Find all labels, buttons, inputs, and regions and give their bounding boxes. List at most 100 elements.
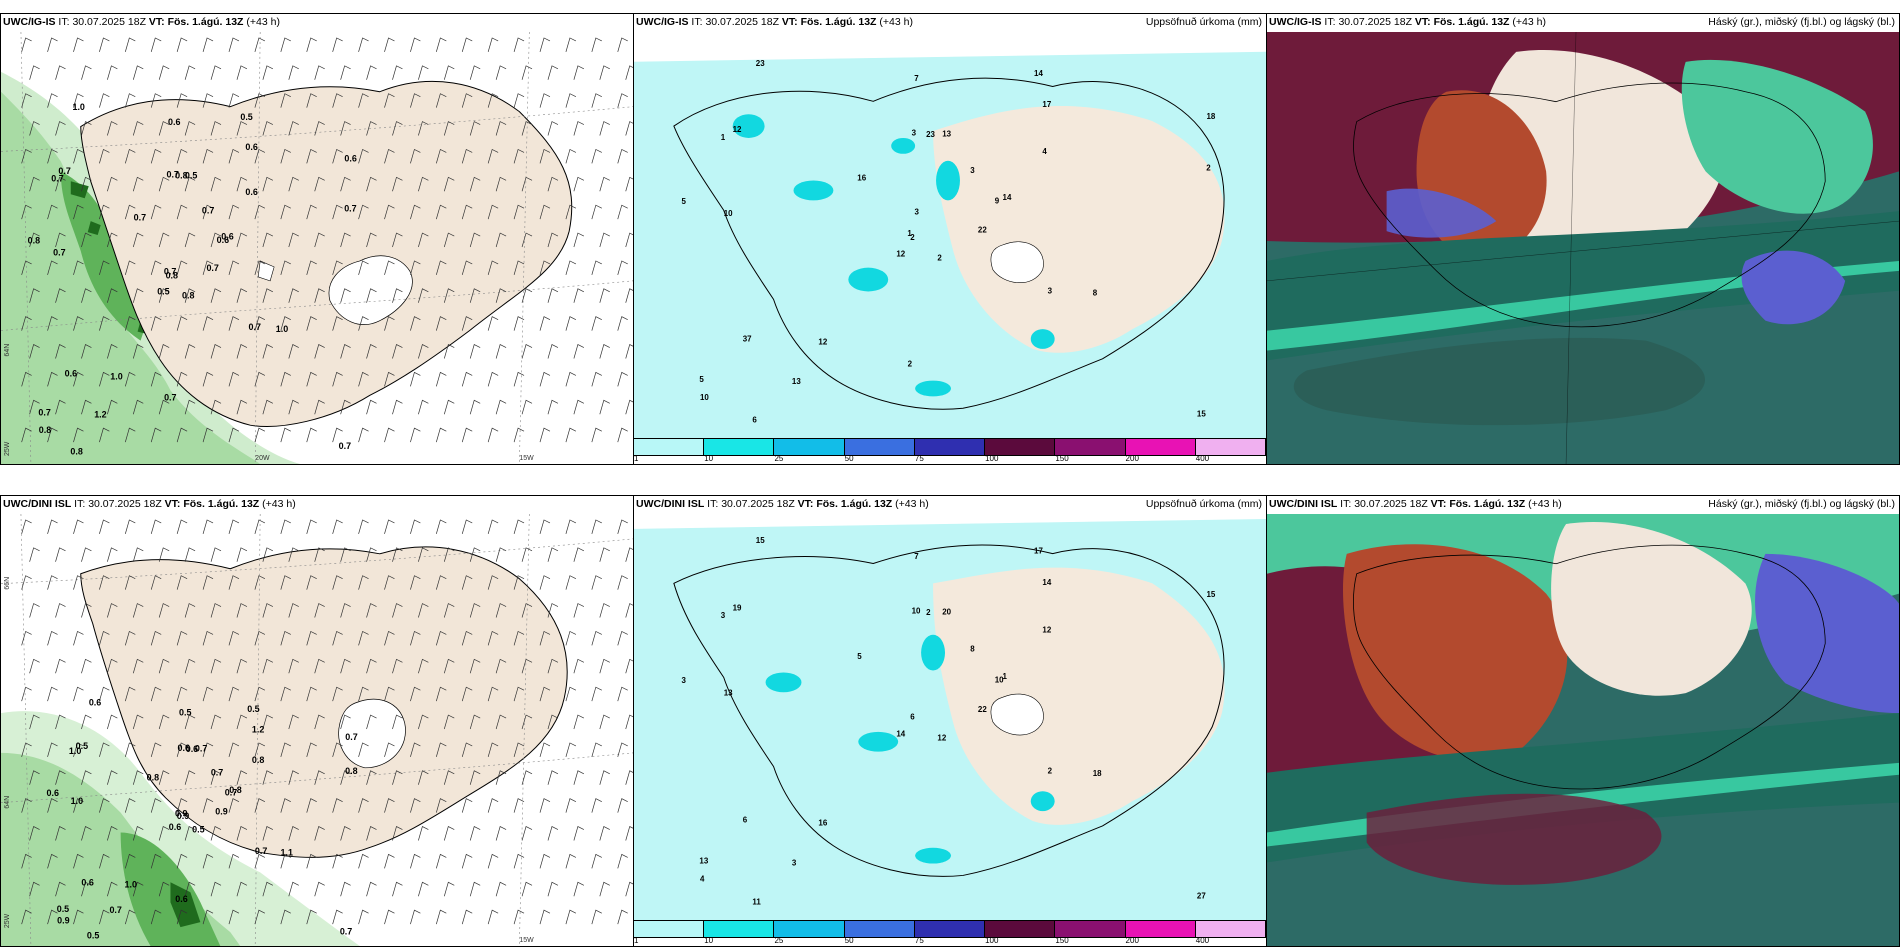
wind-barb bbox=[573, 121, 585, 136]
wind-barb bbox=[202, 630, 214, 646]
wind-speed-label: 1.0 bbox=[69, 746, 81, 756]
wind-speed-label: 0.8 bbox=[147, 772, 159, 782]
wind-barb bbox=[99, 686, 110, 702]
wind-speed-label: 0.7 bbox=[344, 203, 356, 213]
precip-value-label: 11 bbox=[752, 898, 761, 907]
wind-barb bbox=[202, 686, 214, 702]
wind-barb bbox=[469, 658, 481, 674]
wind-barb bbox=[418, 65, 429, 80]
wind-barb bbox=[280, 371, 291, 387]
wind-barb bbox=[202, 93, 214, 108]
wind-barb bbox=[21, 686, 32, 702]
wind-barb bbox=[591, 37, 602, 53]
wind-barb bbox=[392, 603, 403, 618]
wind-barb bbox=[236, 547, 248, 562]
wind-barb bbox=[487, 93, 499, 108]
wind-barb bbox=[332, 316, 343, 331]
wind-barb bbox=[513, 204, 525, 220]
colorbar-swatch bbox=[1125, 921, 1196, 937]
wind-barb bbox=[591, 371, 602, 387]
wind-barb bbox=[202, 204, 214, 220]
wind-barb bbox=[99, 742, 110, 757]
lat-label: 64N bbox=[4, 344, 11, 357]
wind-barb bbox=[29, 714, 40, 730]
wind-barb bbox=[29, 399, 40, 415]
wind-barb bbox=[625, 714, 633, 730]
wind-barb bbox=[469, 65, 481, 80]
wind-barb bbox=[366, 232, 377, 248]
wind-barb bbox=[236, 344, 248, 359]
panel-header: UWC/IG-IS IT: 30.07.2025 18Z VT: Fös. 1.… bbox=[3, 16, 280, 28]
wind-barb bbox=[443, 770, 455, 785]
colorbar-swatch bbox=[634, 439, 705, 455]
wind-speed-label: 0.7 bbox=[345, 732, 357, 742]
wind-barb bbox=[29, 232, 40, 248]
precip-value-label: 17 bbox=[1034, 547, 1043, 556]
wind-barb bbox=[487, 742, 499, 757]
wind-barb bbox=[132, 399, 144, 415]
precip-value-label: 6 bbox=[752, 416, 757, 425]
wind-barb bbox=[81, 603, 92, 618]
wind-barb bbox=[158, 714, 170, 730]
wind-barb bbox=[573, 547, 585, 562]
precip-value-label: 3 bbox=[681, 676, 686, 685]
wind-barb bbox=[314, 826, 325, 841]
wind-barb bbox=[124, 204, 136, 220]
wind-barb bbox=[591, 148, 602, 164]
wind-barb bbox=[332, 853, 343, 869]
wind-barb bbox=[418, 288, 429, 303]
wind-barb bbox=[436, 575, 447, 590]
wind-barb bbox=[99, 575, 110, 590]
wind-barb bbox=[332, 427, 343, 443]
wind-barb bbox=[418, 547, 429, 562]
wind-barb bbox=[384, 798, 395, 813]
wind-barb bbox=[124, 93, 136, 108]
wind-barb bbox=[384, 686, 395, 702]
wind-barb bbox=[487, 630, 499, 646]
wind-barb bbox=[150, 371, 162, 387]
wind-barb bbox=[176, 909, 188, 925]
wind-barb bbox=[99, 909, 110, 925]
wind-barb bbox=[410, 909, 421, 925]
wind-barb bbox=[591, 204, 602, 220]
wind-barb bbox=[625, 344, 633, 359]
wind-barb bbox=[461, 630, 473, 646]
wind-barb bbox=[202, 316, 214, 331]
wind-barb bbox=[469, 288, 481, 303]
wind-barb bbox=[99, 519, 110, 535]
precip-value-label: 8 bbox=[1093, 289, 1098, 298]
wind-speed-label: 0.8 bbox=[39, 425, 51, 435]
lon-label: 20W bbox=[255, 455, 270, 462]
wind-barb bbox=[340, 65, 351, 80]
wind-barb bbox=[81, 881, 92, 897]
cloud-map bbox=[1267, 32, 1899, 464]
wind-barb bbox=[73, 148, 84, 164]
wind-barb bbox=[73, 371, 84, 387]
wind-barb bbox=[158, 288, 170, 303]
wind-barb bbox=[228, 519, 240, 535]
wind-barb bbox=[599, 344, 610, 359]
precip-value-label: 12 bbox=[818, 338, 827, 347]
wind-barb bbox=[410, 519, 421, 535]
wind-barb bbox=[55, 603, 66, 618]
wind-speed-label: 0.7 bbox=[164, 266, 176, 276]
colorbar-label: 75 bbox=[914, 936, 924, 945]
wind-barb bbox=[358, 853, 369, 869]
wind-barb bbox=[513, 630, 525, 646]
wind-barb bbox=[573, 399, 585, 415]
wind-barb bbox=[262, 881, 274, 897]
wind-barb bbox=[469, 770, 481, 785]
wind-barb bbox=[210, 547, 222, 562]
wind-barb bbox=[599, 399, 610, 415]
wind-barb bbox=[565, 371, 577, 387]
wind-barb bbox=[539, 630, 551, 646]
wind-barb bbox=[487, 853, 499, 869]
wind-barb bbox=[132, 826, 144, 841]
wind-barb bbox=[469, 826, 481, 841]
wind-barb bbox=[513, 316, 525, 331]
wind-barb bbox=[55, 826, 66, 841]
wind-barb bbox=[254, 575, 266, 590]
wind-barb bbox=[236, 176, 248, 192]
lon-label: 15W bbox=[519, 455, 534, 462]
wind-speed-label: 0.6 bbox=[344, 153, 356, 163]
